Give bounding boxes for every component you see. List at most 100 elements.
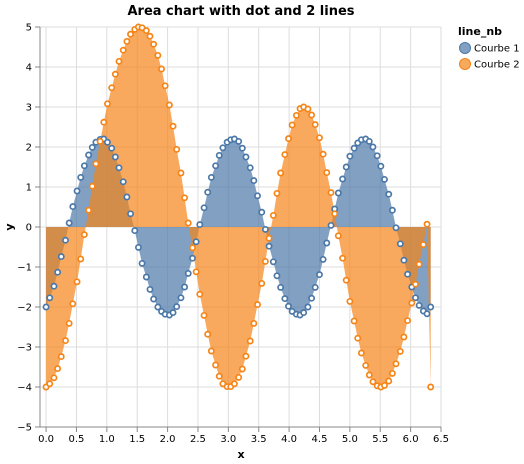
data-point-series-2: [96, 137, 104, 145]
data-point-series-2: [281, 151, 289, 159]
data-point-series-2: [381, 381, 388, 389]
data-point-series-2: [277, 169, 285, 177]
data-point-series-2: [62, 337, 69, 345]
data-point-series-2: [181, 194, 189, 202]
data-point-series-1: [146, 285, 154, 293]
data-point-series-2: [362, 361, 370, 369]
legend-title: line_nb: [458, 25, 502, 38]
data-point-series-1: [339, 175, 347, 183]
data-point-series-1: [50, 282, 58, 290]
axes: 0.0 0.5 1.0 1.5 2.0 2.5 3.0 3.5 4.0 4.5 5.0 5.5 6.0 6…: [17, 23, 449, 446]
data-point-series-1: [285, 302, 292, 310]
data-point-series-1: [103, 138, 111, 146]
data-point-series-1: [115, 164, 123, 172]
data-point-series-2: [165, 101, 173, 109]
data-point-series-2: [311, 121, 319, 129]
data-point-series-1: [392, 224, 400, 232]
data-point-series-2: [123, 37, 131, 45]
data-point-series-2: [339, 254, 347, 262]
data-point-series-1: [388, 206, 396, 214]
data-point-series-2: [408, 299, 416, 307]
legend-label: Courbe 1: [474, 44, 520, 55]
data-point-series-1: [319, 255, 327, 263]
data-point-series-1: [65, 219, 73, 227]
x-tick-label: 0.0: [38, 434, 54, 445]
data-point-series-1: [334, 189, 342, 197]
data-point-series-2: [331, 210, 339, 218]
y-tick-label: −5: [17, 423, 32, 434]
data-point-series-2: [184, 219, 192, 227]
data-point-series-2: [196, 290, 204, 298]
x-tick-label: 0.5: [69, 434, 85, 445]
data-point-series-2: [92, 160, 100, 168]
data-point-series-2: [419, 241, 427, 249]
y-tick-label: 2: [26, 143, 32, 154]
data-point-series-1: [119, 178, 127, 186]
data-point-series-2: [400, 333, 408, 341]
data-point-series-2: [246, 337, 254, 345]
data-point-series-1: [311, 283, 319, 291]
data-point-series-1: [273, 272, 281, 280]
data-point-series-2: [192, 268, 200, 276]
data-point-series-2: [316, 134, 323, 142]
data-point-series-2: [304, 105, 312, 113]
x-tick-label: 4.0: [281, 434, 297, 445]
data-point-series-1: [396, 240, 404, 248]
data-point-series-2: [69, 300, 77, 308]
data-point-series-1: [261, 225, 269, 233]
legend-symbol: [459, 58, 471, 70]
data-point-series-1: [154, 303, 162, 311]
data-point-series-2: [396, 347, 404, 355]
data-point-series-1: [77, 173, 85, 181]
data-point-series-2: [288, 121, 296, 129]
data-point-series-2: [365, 371, 373, 379]
data-point-series-1: [400, 256, 408, 264]
x-tick-label: 2.5: [190, 434, 206, 445]
data-point-series-2: [346, 297, 354, 305]
data-point-series-2: [334, 232, 342, 240]
data-point-series-1: [88, 143, 96, 151]
x-tick-label: 6.0: [403, 434, 419, 445]
data-point-series-1: [427, 303, 435, 311]
data-point-series-1: [200, 204, 208, 212]
data-point-series-1: [327, 221, 335, 229]
x-tick-label: 1.0: [99, 434, 115, 445]
data-point-series-1: [62, 236, 69, 244]
data-point-series-2: [173, 145, 181, 153]
x-tick-label: 5.5: [372, 434, 388, 445]
data-point-series-1: [196, 221, 204, 229]
data-point-series-2: [65, 319, 73, 327]
data-point-series-2: [108, 84, 116, 92]
data-point-series-2: [323, 169, 331, 177]
data-point-series-2: [369, 378, 377, 386]
data-point-series-2: [254, 301, 261, 309]
data-point-series-1: [250, 177, 258, 185]
x-tick-label: 6.5: [433, 434, 449, 445]
data-point-series-1: [246, 164, 254, 172]
data-point-series-1: [189, 254, 196, 262]
data-point-series-2: [269, 211, 277, 219]
x-tick-label: 1.5: [129, 434, 145, 445]
data-point-series-2: [357, 349, 365, 357]
y-axis-title: y: [3, 223, 16, 230]
data-point-series-1: [238, 144, 246, 152]
data-point-series-2: [215, 372, 223, 380]
data-point-series-1: [134, 243, 142, 251]
y-tick-label: 5: [26, 23, 32, 34]
data-point-series-1: [350, 144, 358, 152]
x-tick-label: 4.5: [312, 434, 328, 445]
data-point-series-2: [258, 279, 266, 287]
data-point-series-1: [254, 192, 261, 200]
data-point-series-2: [57, 353, 65, 361]
data-point-series-2: [85, 206, 93, 214]
data-point-series-1: [304, 303, 312, 311]
data-point-series-1: [258, 208, 266, 216]
data-point-series-1: [412, 294, 419, 302]
data-point-series-1: [127, 210, 134, 218]
data-point-series-2: [189, 244, 196, 252]
data-point-series-1: [85, 151, 93, 159]
data-point-series-2: [319, 150, 327, 158]
data-point-series-2: [111, 70, 119, 78]
y-tick-label: −2: [17, 303, 32, 314]
data-point-series-1: [169, 309, 177, 317]
